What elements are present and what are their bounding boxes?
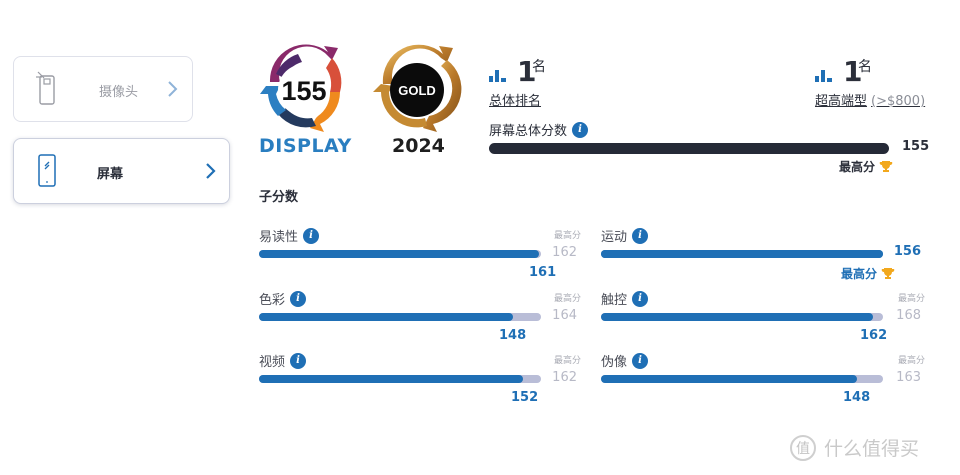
info-icon[interactable]: i: [632, 290, 649, 307]
premium-ranking-link[interactable]: 超高端型: [815, 94, 868, 109]
watermark: 值 什么值得买: [790, 434, 919, 461]
subscore-value: 148: [499, 328, 527, 343]
subscore-max: 162: [552, 245, 577, 260]
total-score-label: 屏幕总体分数 i: [489, 120, 589, 139]
subscore-max: 162: [552, 370, 577, 385]
subscore-label: 触控: [601, 293, 628, 308]
rank-number: 1: [843, 55, 863, 88]
gold-award-badge: GOLD: [373, 44, 462, 132]
info-icon[interactable]: i: [572, 121, 589, 138]
subscore-track: [259, 375, 541, 383]
watermark-text: 什么值得买: [824, 438, 920, 460]
sidebar-item-camera[interactable]: 摄像头: [13, 56, 193, 122]
subscore-label: 易读性: [259, 230, 299, 245]
max-label: 最高分: [897, 294, 925, 304]
info-icon[interactable]: i: [290, 290, 307, 307]
subscore-value: 152: [511, 390, 539, 405]
subscore-video: 视频 i 最高分 162 152: [259, 351, 589, 411]
subscore-fill: [601, 313, 873, 321]
trophy-icon: [881, 268, 895, 279]
camera-phone-icon: [36, 71, 55, 105]
max-label: 最高分: [897, 356, 925, 366]
info-icon[interactable]: i: [303, 227, 320, 244]
subscore-track: [601, 375, 883, 383]
info-icon[interactable]: i: [632, 352, 649, 369]
svg-text:155: 155: [281, 76, 326, 106]
subscore-fill: [259, 313, 513, 321]
total-score-bar: [489, 143, 889, 154]
subscore-value: 148: [843, 390, 871, 405]
subscore-label: 色彩: [259, 293, 286, 308]
max-label: 最高分: [553, 356, 581, 366]
subscore-fill: [601, 250, 883, 258]
subscore-fill: [259, 250, 539, 258]
trophy-icon: [879, 161, 893, 172]
subscore-readability: 易读性 i 最高分 162 161: [259, 226, 589, 286]
total-score-title: 屏幕总体分数: [489, 124, 568, 139]
sidebar-item-label: 屏幕: [97, 167, 124, 182]
overall-ranking-link[interactable]: 总体排名: [489, 94, 542, 109]
sidebar-item-label: 摄像头: [99, 85, 139, 100]
display-phone-icon: [38, 154, 56, 187]
subscore-max: 164: [552, 308, 577, 323]
best-badge: 最高分: [841, 265, 895, 282]
subscores-title: 子分数: [259, 190, 299, 205]
gold-award-year: 2024: [392, 135, 445, 157]
subscore-fill: [259, 375, 523, 383]
subscore-track: [601, 313, 883, 321]
chevron-right-icon: [168, 81, 178, 97]
svg-text:GOLD: GOLD: [398, 83, 436, 98]
subscore-label: 伪像: [601, 355, 628, 370]
subscore-label: 运动: [601, 230, 628, 245]
bar-chart-icon: [489, 70, 506, 82]
subscore-touch: 触控 i 最高分 168 162: [601, 289, 931, 349]
price-segment: (>$800): [871, 94, 926, 109]
max-label: 最高分: [553, 294, 581, 304]
rank-suffix: 名: [532, 59, 546, 75]
subscore-artifacts: 伪像 i 最高分 163 148: [601, 351, 931, 411]
subscore-label: 视频: [259, 355, 286, 370]
subscore-value: 162: [860, 328, 888, 343]
subscore-color: 色彩 i 最高分 164 148: [259, 289, 589, 349]
total-score-value: 155: [902, 139, 930, 154]
subscore-value: 161: [529, 265, 557, 280]
subscore-max: 168: [896, 308, 921, 323]
watermark-logo: 值: [790, 434, 816, 461]
subscore-value: 156: [893, 244, 921, 259]
display-score-badge: 155: [260, 44, 342, 132]
subscore-track: [259, 313, 541, 321]
rank-number: 1: [517, 55, 537, 88]
subscore-fill: [601, 375, 857, 383]
max-label: 最高分: [553, 231, 581, 241]
subscore-track: [259, 250, 541, 258]
total-best-badge: 最高分: [839, 158, 893, 175]
bar-chart-icon: [815, 70, 832, 82]
sidebar-item-display[interactable]: 屏幕: [13, 138, 230, 204]
display-badge-caption: DISPLAY: [259, 135, 352, 157]
subscore-max: 163: [896, 370, 921, 385]
info-icon[interactable]: i: [290, 352, 307, 369]
subscore-track: [601, 250, 883, 258]
premium-ranking-label: 超高端型 (>$800): [815, 90, 925, 109]
best-label: 最高分: [840, 267, 877, 281]
info-icon[interactable]: i: [632, 227, 649, 244]
best-label: 最高分: [839, 160, 876, 174]
chevron-right-icon: [206, 163, 216, 179]
rank-suffix: 名: [858, 59, 872, 75]
subscore-motion: 运动 i 156 最高分: [601, 226, 931, 286]
